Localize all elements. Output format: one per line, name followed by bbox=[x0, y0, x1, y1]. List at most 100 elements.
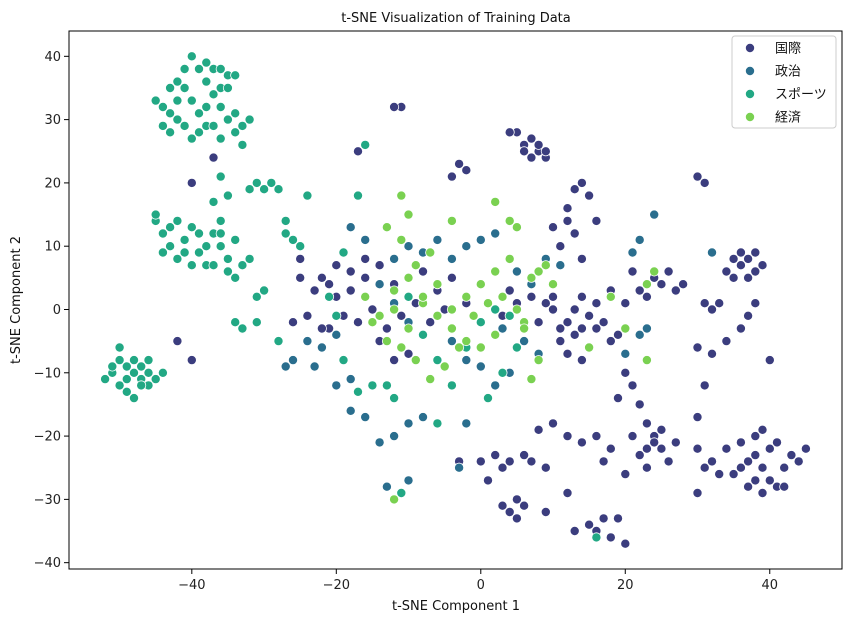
data-point-series-1-48 bbox=[627, 247, 638, 258]
y-tick-label: −10 bbox=[34, 366, 61, 381]
data-point-series-2-79 bbox=[114, 342, 125, 353]
data-point-series-0-10 bbox=[750, 431, 761, 442]
data-point-series-0-95 bbox=[417, 266, 428, 277]
data-point-series-1-45 bbox=[641, 323, 652, 334]
y-tick-label: 40 bbox=[44, 50, 61, 65]
data-point-series-0-38 bbox=[461, 165, 472, 176]
data-point-series-0-13 bbox=[772, 437, 783, 448]
data-point-series-2-119 bbox=[475, 317, 486, 328]
data-point-series-0-121 bbox=[540, 298, 551, 309]
data-point-series-2-15 bbox=[193, 108, 204, 119]
data-point-series-2-63 bbox=[244, 253, 255, 264]
data-point-series-2-6 bbox=[230, 127, 241, 138]
data-point-series-2-50 bbox=[157, 247, 168, 258]
data-point-series-0-108 bbox=[316, 272, 327, 283]
data-point-series-1-44 bbox=[634, 329, 645, 340]
data-point-series-0-65 bbox=[555, 336, 566, 347]
data-point-series-2-24 bbox=[186, 95, 197, 106]
data-point-series-0-51 bbox=[598, 513, 609, 524]
data-point-series-0-148 bbox=[620, 469, 631, 480]
data-point-series-3-36 bbox=[533, 355, 544, 366]
data-point-series-0-58 bbox=[511, 513, 522, 524]
data-point-series-2-120 bbox=[482, 393, 493, 404]
data-point-series-0-11 bbox=[764, 443, 775, 454]
data-point-series-1-40 bbox=[497, 323, 508, 334]
data-point-series-3-49 bbox=[641, 279, 652, 290]
data-point-series-0-160 bbox=[699, 298, 710, 309]
data-point-series-3-39 bbox=[533, 266, 544, 277]
data-point-series-2-44 bbox=[193, 247, 204, 258]
data-point-series-0-34 bbox=[526, 152, 537, 163]
data-point-series-0-4 bbox=[735, 247, 746, 258]
data-point-series-0-101 bbox=[352, 317, 363, 328]
data-point-series-2-43 bbox=[186, 222, 197, 233]
data-point-series-0-82 bbox=[627, 266, 638, 277]
data-point-series-0-15 bbox=[779, 462, 790, 473]
data-point-series-0-172 bbox=[562, 431, 573, 442]
data-point-series-0-151 bbox=[699, 462, 710, 473]
data-point-series-2-51 bbox=[172, 215, 183, 226]
data-point-series-2-97 bbox=[251, 317, 262, 328]
data-point-series-3-23 bbox=[490, 266, 501, 277]
data-point-series-1-24 bbox=[389, 431, 400, 442]
data-point-series-3-25 bbox=[497, 291, 508, 302]
data-point-series-0-26 bbox=[735, 462, 746, 473]
data-point-series-0-60 bbox=[519, 500, 530, 511]
data-point-series-2-101 bbox=[222, 190, 233, 201]
data-point-series-2-96 bbox=[237, 323, 248, 334]
data-point-series-0-57 bbox=[504, 506, 515, 517]
data-point-series-3-53 bbox=[584, 342, 595, 353]
data-point-series-2-71 bbox=[114, 380, 125, 391]
data-point-series-2-85 bbox=[244, 184, 255, 195]
data-point-series-0-73 bbox=[613, 329, 624, 340]
data-point-series-0-152 bbox=[714, 469, 725, 480]
data-point-series-1-6 bbox=[446, 253, 457, 264]
data-point-series-3-13 bbox=[475, 342, 486, 353]
data-point-series-2-110 bbox=[352, 386, 363, 397]
data-point-series-0-104 bbox=[396, 310, 407, 321]
data-point-series-0-42 bbox=[504, 127, 515, 138]
y-tick-label: −30 bbox=[34, 493, 61, 508]
data-point-series-0-76 bbox=[569, 304, 580, 315]
data-point-series-1-31 bbox=[302, 336, 313, 347]
data-point-series-3-14 bbox=[490, 329, 501, 340]
y-axis-ticks: −40 −30 −20 −10 0 10 20 30 40 bbox=[34, 50, 69, 571]
data-point-series-2-49 bbox=[230, 234, 241, 245]
data-point-series-2-75 bbox=[143, 367, 154, 378]
data-point-series-2-53 bbox=[201, 241, 212, 252]
data-point-series-3-41 bbox=[548, 279, 559, 290]
data-point-series-1-47 bbox=[634, 234, 645, 245]
data-point-series-1-8 bbox=[475, 234, 486, 245]
data-point-series-2-2 bbox=[201, 76, 212, 87]
y-tick-label: 0 bbox=[53, 303, 61, 318]
data-point-series-2-47 bbox=[215, 241, 226, 252]
data-point-series-0-70 bbox=[576, 291, 587, 302]
data-point-series-2-74 bbox=[136, 361, 147, 372]
data-point-series-0-25 bbox=[728, 469, 739, 480]
data-point-series-0-64 bbox=[576, 323, 587, 334]
data-point-series-2-59 bbox=[193, 228, 204, 239]
data-point-series-0-87 bbox=[641, 291, 652, 302]
data-point-series-3-19 bbox=[432, 279, 443, 290]
data-point-series-1-7 bbox=[461, 241, 472, 252]
data-point-series-2-114 bbox=[403, 291, 414, 302]
data-point-series-3-0 bbox=[490, 196, 501, 207]
data-point-series-0-130 bbox=[569, 184, 580, 195]
data-point-series-2-82 bbox=[136, 380, 147, 391]
data-point-series-2-93 bbox=[259, 285, 270, 296]
data-point-series-0-144 bbox=[627, 431, 638, 442]
data-point-series-1-49 bbox=[707, 247, 718, 258]
data-point-series-1-3 bbox=[403, 241, 414, 252]
data-point-series-0-193 bbox=[324, 279, 335, 290]
data-point-series-3-31 bbox=[439, 361, 450, 372]
legend-marker-1 bbox=[745, 66, 756, 77]
data-point-series-2-123 bbox=[497, 367, 508, 378]
data-point-series-2-77 bbox=[157, 367, 168, 378]
data-point-series-2-20 bbox=[157, 102, 168, 113]
data-point-series-0-126 bbox=[576, 253, 587, 264]
data-point-series-0-67 bbox=[584, 310, 595, 321]
data-point-series-0-188 bbox=[295, 272, 306, 283]
data-point-series-1-29 bbox=[403, 475, 414, 486]
data-point-series-0-53 bbox=[613, 513, 624, 524]
data-point-series-2-76 bbox=[150, 374, 161, 385]
